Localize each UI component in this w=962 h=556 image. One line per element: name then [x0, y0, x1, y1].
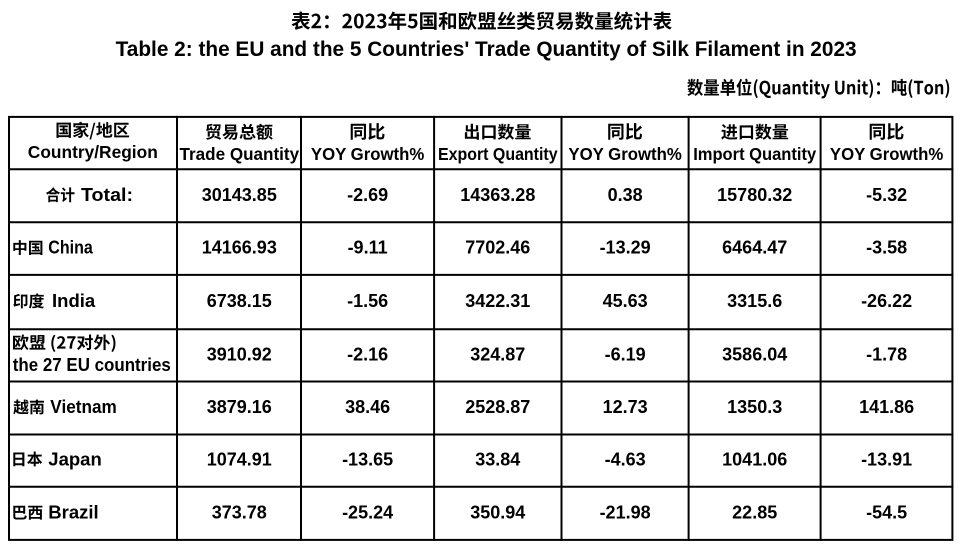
svg-text:-54.5: -54.5 — [866, 502, 907, 522]
svg-text:6738.15: 6738.15 — [207, 291, 272, 311]
svg-text:-26.22: -26.22 — [861, 291, 912, 311]
svg-text:Total:: Total: — [81, 184, 133, 205]
svg-text:350.94: 350.94 — [470, 502, 525, 522]
svg-text:-2.69: -2.69 — [347, 185, 388, 205]
svg-text:Brazil: Brazil — [48, 501, 98, 522]
svg-text:3879.16: 3879.16 — [207, 397, 272, 417]
svg-text:3422.31: 3422.31 — [465, 291, 530, 311]
svg-text:-3.58: -3.58 — [866, 238, 907, 258]
svg-text:the 27 EU countries: the 27 EU countries — [13, 355, 171, 375]
svg-text:15780.32: 15780.32 — [717, 185, 792, 205]
svg-text:0.38: 0.38 — [608, 185, 643, 205]
svg-text:-6.19: -6.19 — [605, 344, 646, 364]
svg-text:324.87: 324.87 — [470, 344, 525, 364]
svg-text:38.46: 38.46 — [345, 397, 390, 417]
svg-text:12.73: 12.73 — [603, 397, 648, 417]
svg-text:Trade Quantity: Trade Quantity — [180, 144, 300, 164]
svg-text:2528.87: 2528.87 — [465, 397, 530, 417]
svg-text:-5.32: -5.32 — [866, 185, 907, 205]
svg-text:22.85: 22.85 — [732, 502, 777, 522]
svg-text:141.86: 141.86 — [859, 397, 914, 417]
svg-text:6464.47: 6464.47 — [722, 238, 787, 258]
svg-text:-4.63: -4.63 — [605, 450, 646, 470]
svg-text:Japan: Japan — [48, 449, 101, 470]
svg-text:YOY Growth%: YOY Growth% — [311, 144, 424, 164]
svg-text:-13.91: -13.91 — [861, 450, 912, 470]
svg-text:1350.3: 1350.3 — [727, 397, 782, 417]
svg-text:Import Quantity: Import Quantity — [693, 144, 816, 164]
svg-text:373.78: 373.78 — [212, 502, 267, 522]
svg-text:14363.28: 14363.28 — [460, 185, 535, 205]
svg-text:1041.06: 1041.06 — [722, 450, 787, 470]
svg-text:Vietnam: Vietnam — [50, 396, 117, 417]
svg-text:YOY Growth%: YOY Growth% — [830, 144, 943, 164]
svg-text:45.63: 45.63 — [603, 291, 648, 311]
svg-text:3586.04: 3586.04 — [722, 344, 787, 364]
svg-text:-1.56: -1.56 — [347, 291, 388, 311]
svg-text:-21.98: -21.98 — [600, 502, 651, 522]
svg-text:7702.46: 7702.46 — [465, 238, 530, 258]
svg-text:India: India — [52, 290, 96, 311]
svg-text:1074.91: 1074.91 — [207, 450, 272, 470]
svg-text:China: China — [48, 237, 93, 258]
svg-text:-1.78: -1.78 — [866, 344, 907, 364]
svg-text:3315.6: 3315.6 — [727, 291, 782, 311]
svg-text:Export Quantity: Export Quantity — [438, 144, 558, 164]
svg-text:-9.11: -9.11 — [348, 238, 388, 258]
svg-text:3910.92: 3910.92 — [207, 344, 272, 364]
svg-text:Table 2: the EU and the 5 Coun: Table 2: the EU and the 5 Countries' Tra… — [116, 38, 857, 61]
svg-text:-13.65: -13.65 — [342, 450, 393, 470]
svg-text:33.84: 33.84 — [475, 450, 520, 470]
svg-text:-13.29: -13.29 — [600, 238, 651, 258]
svg-text:14166.93: 14166.93 — [202, 238, 277, 258]
svg-text:Country/Region: Country/Region — [28, 142, 158, 162]
svg-text:-25.24: -25.24 — [342, 502, 393, 522]
svg-text:30143.85: 30143.85 — [202, 185, 277, 205]
svg-text:YOY Growth%: YOY Growth% — [568, 144, 681, 164]
svg-text:-2.16: -2.16 — [347, 344, 388, 364]
